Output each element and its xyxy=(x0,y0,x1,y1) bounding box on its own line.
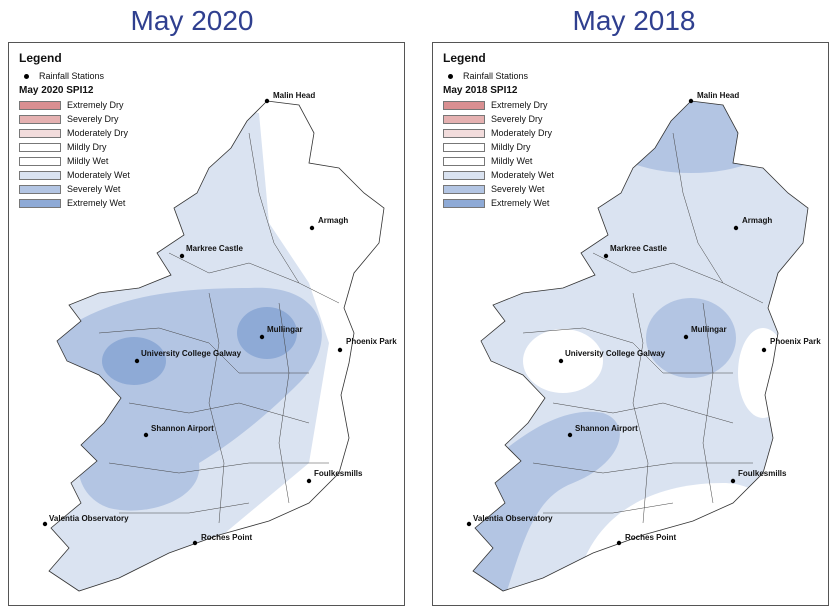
station-label: Mullingar xyxy=(691,325,727,334)
station-foulkesmills xyxy=(306,478,312,484)
station-label: Valentia Observatory xyxy=(473,514,553,523)
legend-swatch xyxy=(443,142,485,152)
legend-label: Mildly Wet xyxy=(491,156,533,166)
station-markree-castle xyxy=(603,253,609,259)
station-label: Mullingar xyxy=(267,325,303,334)
station-label: Foulkesmills xyxy=(738,469,787,478)
legend-label: Extremely Wet xyxy=(491,198,550,208)
station-university-college-galway xyxy=(558,358,564,364)
station-label: Armagh xyxy=(742,216,772,225)
legend-swatch xyxy=(19,198,61,208)
legend-stations-label: Rainfall Stations xyxy=(463,71,529,81)
station-roches-point xyxy=(616,540,622,546)
station-label: Valentia Observatory xyxy=(49,514,129,523)
station-label: Roches Point xyxy=(625,533,676,542)
legend-label: Moderately Dry xyxy=(67,128,129,138)
legend-label: Severely Wet xyxy=(491,184,545,194)
station-university-college-galway xyxy=(134,358,140,364)
station-markree-castle xyxy=(179,253,185,259)
station-dot-icon xyxy=(24,73,29,79)
legend-subtitle: May 2020 SPI12 xyxy=(19,85,94,96)
legend-label: Severely Wet xyxy=(67,184,121,194)
station-mullingar xyxy=(259,334,265,340)
legend-swatch xyxy=(19,100,61,110)
map-2018: Malin Head Armagh Markree Castle Mulling… xyxy=(466,91,821,592)
station-dot-icon xyxy=(448,73,453,79)
panel-title-2018: May 2018 xyxy=(572,5,696,36)
legend-2018: Legend Rainfall Stations May 2018 SPI12 … xyxy=(443,51,554,210)
station-roches-point xyxy=(192,540,198,546)
legend-label: Extremely Dry xyxy=(491,100,548,110)
station-label: Phoenix Park xyxy=(770,337,821,346)
station-label: Armagh xyxy=(318,216,348,225)
legend-subtitle: May 2018 SPI12 xyxy=(443,85,518,96)
station-label: Shannon Airport xyxy=(151,424,214,433)
legend-swatch xyxy=(19,184,61,194)
station-mullingar xyxy=(683,334,689,340)
legend-swatch xyxy=(19,128,61,138)
station-armagh xyxy=(309,225,315,231)
station-label: Malin Head xyxy=(697,91,739,100)
station-label: University College Galway xyxy=(141,349,242,358)
station-valentia-observatory xyxy=(466,521,472,527)
station-malin-head xyxy=(264,98,270,104)
station-malin-head xyxy=(688,98,694,104)
station-phoenix-park xyxy=(761,347,767,353)
legend-label: Mildly Wet xyxy=(67,156,109,166)
legend-title: Legend xyxy=(19,51,62,65)
station-markers-2020: Malin Head Armagh Markree Castle Mulling… xyxy=(42,91,397,546)
station-label: Markree Castle xyxy=(186,244,243,253)
legend-label: Moderately Dry xyxy=(491,128,553,138)
station-label: University College Galway xyxy=(565,349,666,358)
legend-label: Moderately Wet xyxy=(491,170,554,180)
station-armagh xyxy=(733,225,739,231)
legend-title: Legend xyxy=(443,51,486,65)
legend-label: Moderately Wet xyxy=(67,170,130,180)
legend-swatch xyxy=(19,142,61,152)
legend-swatch xyxy=(443,128,485,138)
legend-swatch xyxy=(19,170,61,180)
legend-label: Extremely Wet xyxy=(67,198,126,208)
legend-swatch xyxy=(19,156,61,166)
legend-stations-label: Rainfall Stations xyxy=(39,71,105,81)
station-foulkesmills xyxy=(730,478,736,484)
station-valentia-observatory xyxy=(42,521,48,527)
legend-2020: Legend Rainfall Stations May 2020 SPI12 … xyxy=(19,51,130,210)
station-label: Roches Point xyxy=(201,533,252,542)
station-label: Markree Castle xyxy=(610,244,667,253)
legend-swatch xyxy=(443,198,485,208)
legend-swatch xyxy=(443,156,485,166)
legend-label: Extremely Dry xyxy=(67,100,124,110)
legend-swatch xyxy=(443,114,485,124)
map-panel-2020: Malin Head Armagh Markree Castle Mulling… xyxy=(8,42,405,606)
legend-label: Severely Dry xyxy=(67,114,119,124)
panel-title-2020: May 2020 xyxy=(130,5,254,36)
station-label: Shannon Airport xyxy=(575,424,638,433)
station-markers-2018: Malin Head Armagh Markree Castle Mulling… xyxy=(466,91,821,546)
map-panel-2018: Malin Head Armagh Markree Castle Mulling… xyxy=(432,42,829,606)
legend-swatch xyxy=(443,184,485,194)
legend-label: Severely Dry xyxy=(491,114,543,124)
legend-swatch xyxy=(19,114,61,124)
legend-swatch xyxy=(443,170,485,180)
station-phoenix-park xyxy=(337,347,343,353)
map-2020: Malin Head Armagh Markree Castle Mulling… xyxy=(42,91,397,592)
legend-label: Mildly Dry xyxy=(67,142,107,152)
station-shannon-airport xyxy=(567,432,573,438)
station-label: Foulkesmills xyxy=(314,469,363,478)
station-label: Phoenix Park xyxy=(346,337,397,346)
station-shannon-airport xyxy=(143,432,149,438)
legend-label: Mildly Dry xyxy=(491,142,531,152)
station-label: Malin Head xyxy=(273,91,315,100)
legend-swatch xyxy=(443,100,485,110)
